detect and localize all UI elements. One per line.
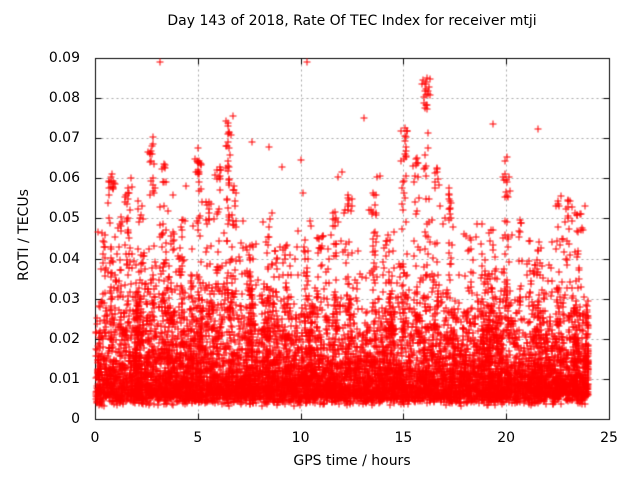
x-tick-label: 25: [600, 430, 618, 446]
x-tick-label: 5: [193, 430, 203, 446]
y-tick-label: 0.08: [48, 90, 80, 107]
x-axis-label: GPS time / hours: [293, 453, 411, 469]
chart-title: Day 143 of 2018, Rate Of TEC Index for r…: [167, 13, 537, 29]
y-tick-label: 0.09: [48, 50, 80, 66]
y-axis-label: ROTI / TECUs: [16, 189, 32, 281]
x-tick-label: 10: [291, 430, 310, 446]
x-tick-label: 0: [90, 430, 100, 446]
y-tick-label: 0.04: [48, 250, 80, 267]
y-tick-label: 0.03: [48, 290, 80, 307]
x-tick-label: 15: [394, 430, 413, 446]
y-tick-label: 0: [71, 411, 80, 427]
x-tick-label: 20: [497, 430, 516, 446]
y-tick-label: 0.07: [48, 130, 80, 147]
y-tick-label: 0.06: [48, 170, 80, 187]
y-tick-label: 0.05: [48, 210, 80, 227]
y-tick-label: 0.01: [48, 370, 80, 387]
y-tick-label: 0.02: [48, 330, 80, 347]
